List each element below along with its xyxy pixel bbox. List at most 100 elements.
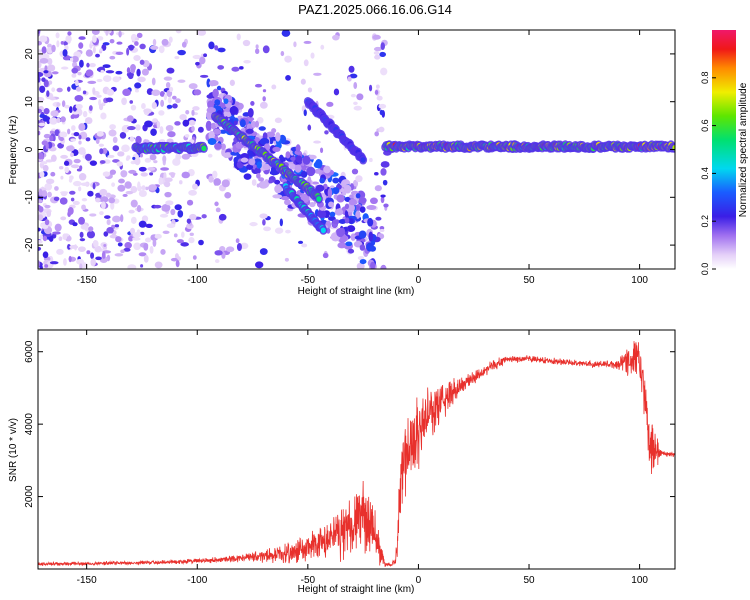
- spectrogram-cell: [320, 227, 326, 234]
- spectrogram-cell: [99, 211, 104, 216]
- spectrogram-cell: [172, 95, 177, 100]
- spectrogram-cell: [158, 45, 165, 54]
- spectrogram-cell: [153, 204, 162, 209]
- spectrogram-cell: [166, 223, 176, 229]
- spectrogram-cell: [262, 96, 266, 102]
- spectrogram-cell: [357, 255, 365, 261]
- spectrogram-cell: [143, 254, 149, 263]
- spectrogram-cell: [236, 242, 242, 251]
- spectrogram-cell: [56, 248, 64, 255]
- spectrogram-cell: [186, 199, 194, 206]
- spectrogram-cell: [205, 120, 212, 131]
- spectrogram-cell: [185, 109, 190, 115]
- spectrogram-cell: [122, 88, 131, 97]
- spectrogram-cell: [314, 159, 323, 169]
- spectrogram-cell: [149, 172, 154, 176]
- spectrogram-cell: [55, 32, 60, 39]
- spectrogram-cell: [233, 120, 238, 125]
- spectrogram-cell: [159, 213, 169, 218]
- spectrogram-cell: [251, 179, 257, 186]
- spectrogram-cell: [38, 204, 42, 209]
- spectrogram-cell: [170, 257, 178, 262]
- x-tick-label: 100: [631, 275, 648, 286]
- spectrogram-cell: [259, 248, 268, 256]
- spectrogram-cell: [108, 129, 117, 137]
- spectrogram-cell: [136, 32, 143, 39]
- spectrogram-cell: [359, 259, 367, 265]
- spectrogram-cell: [355, 193, 361, 199]
- spectrogram-cell: [79, 231, 84, 238]
- spectrogram-cell: [191, 126, 195, 132]
- spectrogram-cell: [175, 30, 182, 34]
- spectrogram-cell: [165, 124, 174, 132]
- spectrogram-cell: [368, 231, 373, 242]
- spectrogram-cell: [38, 122, 46, 127]
- spectrogram-cell: [245, 128, 254, 134]
- spectrogram-cell: [356, 93, 364, 101]
- spectrogram-cell: [63, 160, 70, 166]
- spectrogram-cell: [163, 76, 173, 81]
- spectrogram-cell: [327, 188, 333, 198]
- spectrogram-cell: [120, 249, 125, 254]
- x-tick-label: -150: [77, 275, 97, 286]
- spectrogram-cell: [170, 208, 176, 216]
- x-tick-label: 50: [523, 275, 535, 286]
- spectrogram-cell: [90, 258, 96, 267]
- snr-ylabel: SNR (10 * v/v): [8, 418, 19, 482]
- spectrogram-cell: [353, 105, 362, 111]
- spectrogram-cell: [78, 216, 85, 225]
- spectrogram-cell: [56, 87, 63, 93]
- spectrogram-cell: [208, 130, 215, 141]
- spectrogram-cell: [127, 73, 134, 80]
- spectrogram-cell: [145, 186, 149, 191]
- spectrogram-cell: [38, 96, 45, 103]
- spectrogram-cell: [125, 190, 134, 195]
- spectrogram-cell: [170, 172, 175, 179]
- spectrogram-cell: [380, 264, 387, 269]
- spectrogram-cell: [143, 108, 152, 114]
- snr-panel: -150 -100 -50 0 50 100 2000 4000 6000 Height of …: [8, 329, 676, 595]
- spectrogram-cell: [101, 251, 106, 259]
- colorbar-tick-label: 0.0: [700, 263, 710, 276]
- spectrogram-cell: [201, 214, 207, 219]
- spectrogram-cell: [116, 41, 123, 45]
- spectrogram-cell: [230, 151, 240, 156]
- y-tick-label: 2000: [24, 485, 35, 508]
- spectrogram-cell: [374, 54, 381, 60]
- spectrogram-cell: [79, 263, 83, 269]
- spectrogram-cell: [41, 140, 48, 146]
- spectrogram-cell: [98, 143, 105, 147]
- spectrogram-cell: [114, 224, 120, 228]
- spectrogram-cell: [254, 166, 261, 175]
- snr-xlabel: Height of straight line (km): [298, 584, 415, 595]
- spectrogram-cell: [78, 134, 82, 140]
- spectrogram-cell: [214, 99, 221, 106]
- spectrogram-cell: [165, 82, 171, 89]
- spectrogram-cell: [151, 89, 161, 97]
- spectrogram-cell: [44, 204, 51, 209]
- spectrogram-cell: [366, 205, 377, 211]
- spectrogram-cell: [48, 235, 54, 242]
- snr-series-line: [38, 341, 675, 568]
- spectrogram-cell: [42, 251, 49, 259]
- spectrogram-cell: [215, 207, 221, 213]
- spectrogram-cell: [95, 137, 100, 145]
- x-tick-label: 0: [416, 275, 422, 286]
- spectrogram-cell: [126, 115, 134, 122]
- spectrogram-cell: [347, 248, 355, 254]
- colorbar-label: Normalized spectral amplitude: [738, 82, 749, 217]
- spectrogram-cell: [134, 41, 139, 46]
- spectrogram-cell: [181, 171, 190, 179]
- spectrogram-cell: [328, 201, 334, 208]
- spectrogram-cell: [250, 101, 255, 106]
- spectrogram-cell: [360, 157, 366, 163]
- spectrogram-cell: [45, 178, 55, 185]
- spectrogram-cell: [67, 128, 71, 135]
- spectrogram-cell: [256, 161, 262, 169]
- spectrogram-cell: [367, 217, 374, 227]
- spectrogram-cell: [182, 119, 190, 127]
- spectrogram-cell: [47, 191, 52, 198]
- spectrogram-cell: [188, 83, 198, 90]
